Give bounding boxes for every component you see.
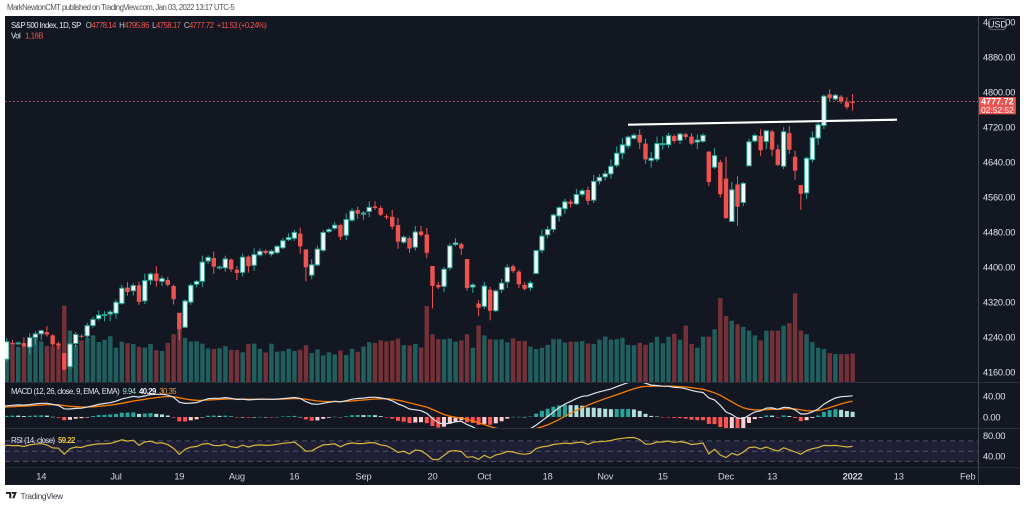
svg-text:MACD (12, 26, close, 9, EMA, E: MACD (12, 26, close, 9, EMA, EMA) 9.94 4… [11, 387, 177, 396]
svg-text:4320.00: 4320.00 [983, 298, 1015, 308]
svg-text:13: 13 [767, 472, 777, 482]
svg-text:Oct: Oct [477, 472, 491, 482]
svg-text:4400.00: 4400.00 [983, 263, 1015, 273]
svg-text:RSI (14, close) 59.22: RSI (14, close) 59.22 [11, 436, 76, 445]
svg-text:16: 16 [289, 472, 299, 482]
svg-text:4880.00: 4880.00 [983, 53, 1015, 63]
svg-text:Nov: Nov [597, 472, 613, 482]
svg-text:Aug: Aug [229, 472, 245, 482]
svg-text:4777.72: 4777.72 [981, 97, 1014, 107]
svg-text:2022: 2022 [843, 472, 863, 482]
svg-text:18: 18 [543, 472, 553, 482]
svg-text:15: 15 [658, 472, 668, 482]
svg-text:Jul: Jul [110, 472, 121, 482]
svg-text:Vol 1.16B: Vol 1.16B [11, 32, 43, 41]
svg-text:4480.00: 4480.00 [983, 228, 1015, 238]
svg-text:40.00: 40.00 [983, 391, 1005, 401]
svg-text:4240.00: 4240.00 [983, 333, 1015, 343]
svg-text:Sep: Sep [356, 472, 372, 482]
svg-text:0.00: 0.00 [983, 412, 1000, 422]
svg-text:14: 14 [36, 472, 46, 482]
svg-text:Dec: Dec [718, 472, 734, 482]
svg-text:13: 13 [894, 472, 904, 482]
svg-text:Feb: Feb [960, 472, 975, 482]
svg-text:19: 19 [174, 472, 184, 482]
svg-text:80.00: 80.00 [983, 431, 1005, 441]
svg-text:40.00: 40.00 [983, 452, 1005, 462]
svg-text:USD: USD [988, 19, 1008, 29]
svg-text:4640.00: 4640.00 [983, 158, 1015, 168]
svg-text:4800.00: 4800.00 [983, 88, 1015, 98]
svg-text:4560.00: 4560.00 [983, 193, 1015, 203]
svg-text:4160.00: 4160.00 [983, 368, 1015, 378]
svg-text:20: 20 [428, 472, 438, 482]
svg-text:4720.00: 4720.00 [983, 123, 1015, 133]
svg-text:S&P 500 Index, 1D, SP O4778.1: S&P 500 Index, 1D, SP O4778.14 H4795.86 … [11, 21, 267, 30]
svg-text:02:52:52: 02:52:52 [981, 105, 1014, 115]
